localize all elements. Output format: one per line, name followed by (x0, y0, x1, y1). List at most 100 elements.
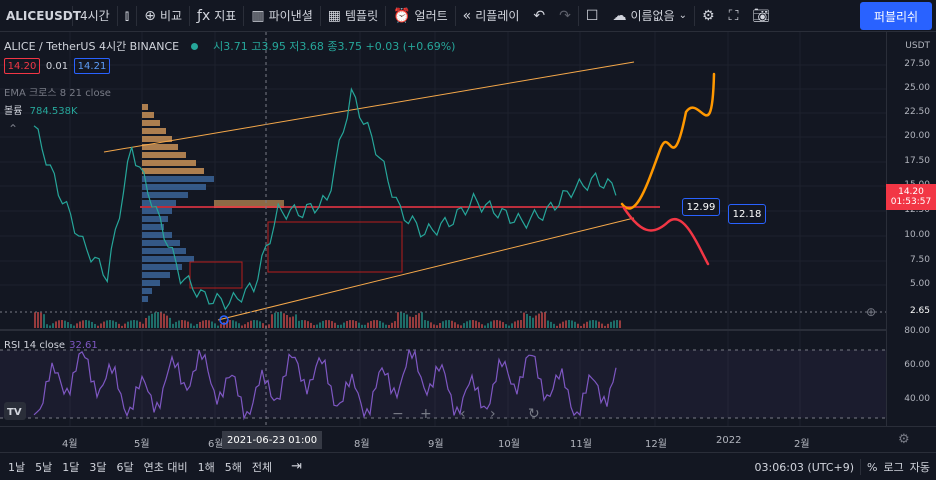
add-indicator-icon[interactable]: ⊕ (866, 305, 876, 319)
sell-price[interactable]: 14.20 (4, 58, 40, 74)
legend-symbol[interactable]: ALICE / TetherUS 4시간 BINANCE (4, 40, 180, 53)
range-1m[interactable]: 1달 (62, 460, 80, 474)
replay-button[interactable]: «리플레이 (456, 0, 527, 32)
volume-bar (34, 312, 36, 328)
volume-bar (364, 324, 366, 328)
templates-button[interactable]: ▦ 템플릿 (321, 0, 385, 32)
volume-bar (196, 323, 198, 328)
volume-bar (232, 320, 234, 328)
volume-bar (313, 325, 315, 328)
chart-canvas[interactable]: − + ‹ › ↻ TV ⊕ (0, 32, 886, 426)
toolbar-divider (319, 5, 321, 26)
zoom-controls[interactable]: − + ‹ › ↻ (392, 406, 540, 422)
scroll-left-icon[interactable]: ‹ (460, 406, 466, 422)
redo-button[interactable]: ↷ (552, 0, 578, 32)
volume-bar (559, 323, 561, 328)
volume-bar (190, 323, 192, 328)
volume-bar (340, 324, 342, 328)
collapse-legend-icon[interactable]: ⌃ (8, 122, 19, 136)
axis-label: 27.50 (904, 59, 930, 69)
axis-label: 17.50 (904, 156, 930, 166)
volume-bar (541, 312, 543, 328)
chart-type-button[interactable]: ⫾ (118, 0, 136, 32)
volume-bar (610, 321, 612, 328)
volume-bar (73, 325, 75, 328)
layout-select-button[interactable]: ☐ (579, 0, 606, 32)
volume-bar (187, 321, 189, 328)
volume-indicator-label[interactable]: 볼륨 784.538K (4, 102, 78, 117)
bottom-bar: 1날 5날 1달 3달 6달 연초 대비 1해 5해 전체 ⇥ 03:06:03… (0, 452, 936, 480)
range-all[interactable]: 전체 (251, 460, 273, 474)
interval-button[interactable]: 4시간 (80, 9, 110, 23)
volume-bar (316, 324, 318, 328)
clock[interactable]: 03:06:03 (UTC+9) (754, 460, 855, 474)
camera-icon: 📷︎ (752, 7, 771, 24)
goto-date-icon[interactable]: ⇥ (291, 459, 303, 474)
fullscreen-button[interactable]: ⛶ (722, 0, 746, 32)
range-1y[interactable]: 1해 (197, 460, 215, 474)
range-5y[interactable]: 5해 (224, 460, 242, 474)
range-6m[interactable]: 6달 (116, 460, 134, 474)
financials-button[interactable]: ▥ 파이낸셜 (244, 0, 319, 32)
snapshot-button[interactable]: 📷︎ (745, 0, 777, 32)
ema-indicator-label[interactable]: EMA 크로스 8 21 close (4, 88, 111, 99)
auto-toggle[interactable]: 자동 (909, 461, 930, 474)
time-axis[interactable]: 4월 5월 6월 8월 9월 10월 11월 12월 2022 2월 2021-… (0, 426, 936, 452)
layout-name-button[interactable]: ☁ 이름없음 ⌄ (605, 0, 694, 32)
rsi-legend[interactable]: RSI 14 close 32.61 (4, 340, 98, 351)
volume-bar (592, 320, 594, 328)
volume-bar (604, 325, 606, 328)
symbol-search[interactable]: ALICEUSDT (6, 8, 81, 23)
percent-toggle[interactable]: % (867, 460, 878, 474)
redo-icon: ↷ (559, 7, 571, 24)
volume-bar (55, 321, 57, 328)
volume-bar (52, 323, 54, 328)
scroll-right-icon[interactable]: › (490, 406, 496, 422)
volume-bar (427, 320, 429, 328)
layout-name: 이름없음 (630, 9, 675, 23)
range-ytd[interactable]: 연초 대비 (143, 460, 188, 474)
financials-label: 파이낸셜 (268, 9, 313, 23)
zoom-in-icon[interactable]: + (420, 406, 432, 422)
price-callout-a[interactable]: 12.99 (682, 198, 720, 216)
volume-bar (580, 325, 582, 328)
volume-bar (259, 321, 261, 328)
volume-bar (511, 323, 513, 328)
indicators-label: 지표 (214, 9, 237, 23)
volume-bar (247, 322, 249, 328)
log-toggle[interactable]: 로그 (883, 461, 904, 474)
reset-icon[interactable]: ↻ (528, 406, 540, 422)
range-1d[interactable]: 1날 (8, 460, 26, 474)
volume-bar (193, 325, 195, 328)
axis-label: 22.50 (904, 107, 930, 117)
alert-button[interactable]: ⏰ 얼러트 (386, 0, 455, 32)
template-icon: ▦ (327, 7, 341, 24)
price-line (33, 87, 617, 311)
undo-button[interactable]: ↶ (526, 0, 552, 32)
volume-bar (199, 321, 201, 328)
spread-value: 0.01 (45, 60, 69, 72)
price-axis[interactable]: USDT 27.50 25.00 22.50 20.00 17.50 15.00… (886, 32, 936, 426)
zoom-out-icon[interactable]: − (392, 406, 404, 422)
buy-price[interactable]: 14.21 (74, 58, 110, 74)
indicators-button[interactable]: ƒx 지표 (190, 0, 243, 32)
volume-bar (565, 320, 567, 328)
range-5d[interactable]: 5날 (35, 460, 53, 474)
volume-bar (118, 323, 120, 328)
volume-bar (466, 321, 468, 328)
volume-bar (406, 314, 408, 328)
volume-bar (268, 324, 270, 328)
price-callout-b[interactable]: 12.18 (728, 204, 766, 224)
settings-gear-icon[interactable]: ⚙ (898, 432, 910, 447)
publish-button[interactable]: 퍼블리쉬 (860, 2, 932, 30)
volume-bar (163, 313, 165, 328)
compare-label: 비교 (159, 9, 183, 23)
volume-bar (112, 320, 114, 328)
volume-bar (400, 312, 402, 328)
time-label: 4월 (62, 439, 78, 450)
time-label: 2022 (716, 435, 742, 446)
settings-button[interactable]: ⚙ (695, 0, 722, 32)
compare-button[interactable]: ⊕ 비교 (137, 0, 189, 32)
range-3m[interactable]: 3달 (89, 460, 107, 474)
volume-bar (394, 321, 396, 328)
